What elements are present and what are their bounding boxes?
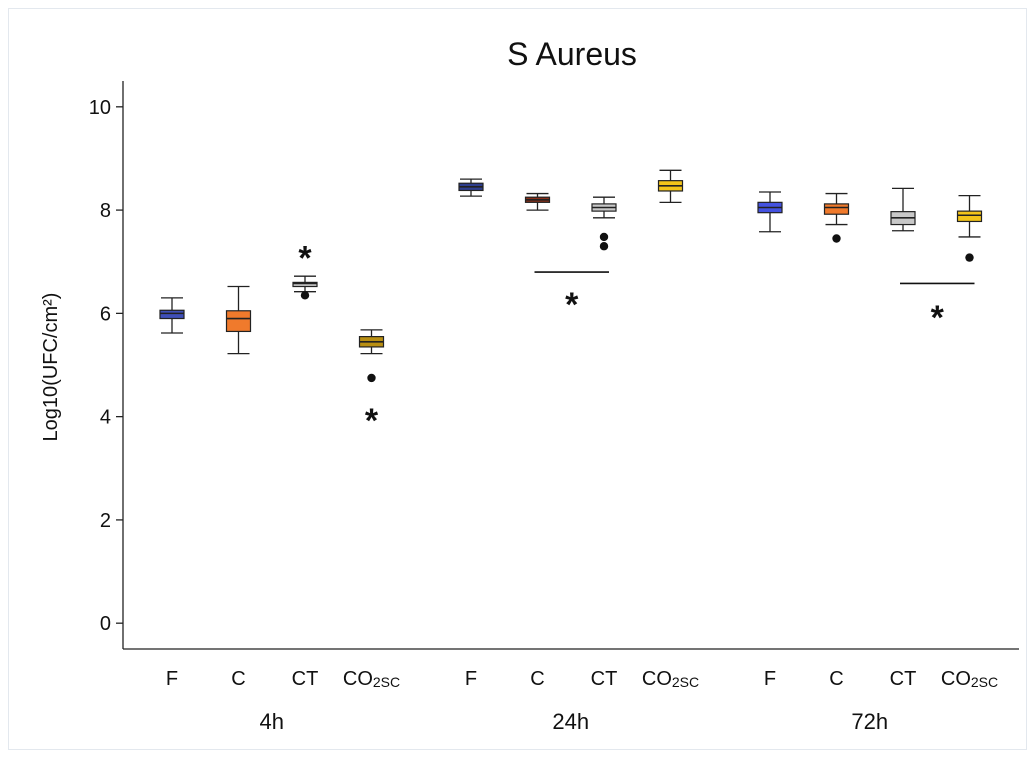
chart-title: S Aureus xyxy=(507,36,637,72)
x-tick-label: C xyxy=(530,668,544,690)
y-tick-label: 6 xyxy=(100,303,111,325)
group-label: 24h xyxy=(552,709,589,734)
x-tick-label: C xyxy=(829,668,843,690)
group-label: 72h xyxy=(851,709,888,734)
y-tick-label: 8 xyxy=(100,200,111,222)
box xyxy=(159,309,185,320)
x-tick-label: CT xyxy=(591,668,618,690)
x-tick-label: CO2SC xyxy=(941,668,998,690)
x-tick-label: F xyxy=(465,668,477,690)
x-axis-labels: F C CT CO2SC F C CT CO2SC F C CT CO2SC 4h 24h 72h xyxy=(166,668,998,734)
box-plot-4h-C xyxy=(225,285,252,355)
x-tick-label-subscript: 2SC xyxy=(373,674,400,690)
outlier-point xyxy=(367,373,376,383)
box xyxy=(823,203,850,215)
box-plot-4h-CT xyxy=(292,275,318,300)
axes: 0 2 4 6 8 10 xyxy=(89,81,1019,650)
significance-asterisk: * xyxy=(298,239,312,277)
box-plot-24h-C xyxy=(524,192,551,211)
box-plot-24h-CT xyxy=(591,196,617,251)
outlier-point xyxy=(599,242,609,251)
outlier-point xyxy=(300,291,310,300)
y-tick-label: 2 xyxy=(100,510,111,532)
x-tick-label: F xyxy=(166,668,178,690)
box-plot-chart: S Aureus Log10(UFC/cm²) 0 2 4 6 8 10 * * * * F C C… xyxy=(40,36,1019,734)
group-label: 4h xyxy=(260,709,284,734)
box xyxy=(956,210,983,223)
significance-marks: * * * * xyxy=(298,239,975,440)
significance-asterisk: * xyxy=(365,402,379,440)
box-plot-24h-F xyxy=(458,178,484,197)
x-tick-label: CO2SC xyxy=(642,668,699,690)
box-plot-72h-F xyxy=(757,191,783,233)
box-plot-4h-F xyxy=(159,297,185,334)
box-plot-72h-CO2SC xyxy=(956,194,983,262)
significance-asterisk: * xyxy=(931,299,945,337)
box-plot-72h-C xyxy=(823,192,850,243)
x-tick-label: C xyxy=(231,668,245,690)
outlier-point xyxy=(832,234,841,243)
x-tick-label: CT xyxy=(292,668,319,690)
box-plot-4h-CO2SC xyxy=(358,329,385,383)
x-tick-label: CT xyxy=(890,668,917,690)
significance-asterisk: * xyxy=(565,286,579,324)
x-tick-label: F xyxy=(764,668,776,690)
y-tick-label: 10 xyxy=(89,97,111,119)
x-tick-label-subscript: 2SC xyxy=(971,674,998,690)
y-axis-label: Log10(UFC/cm²) xyxy=(40,293,62,442)
box-plot-72h-CT xyxy=(890,187,916,232)
y-tick-label: 4 xyxy=(100,407,111,429)
box xyxy=(292,281,318,288)
y-tick-label: 0 xyxy=(100,613,111,635)
box-series xyxy=(159,169,983,383)
box-plot-24h-CO2SC xyxy=(657,169,684,203)
box xyxy=(225,310,252,333)
chart-frame: S Aureus Log10(UFC/cm²) 0 2 4 6 8 10 * * * * F C C… xyxy=(8,8,1027,750)
outlier-point xyxy=(599,232,609,242)
outlier-point xyxy=(965,253,974,262)
x-tick-label-subscript: 2SC xyxy=(672,674,699,690)
x-tick-label: CO2SC xyxy=(343,668,400,690)
